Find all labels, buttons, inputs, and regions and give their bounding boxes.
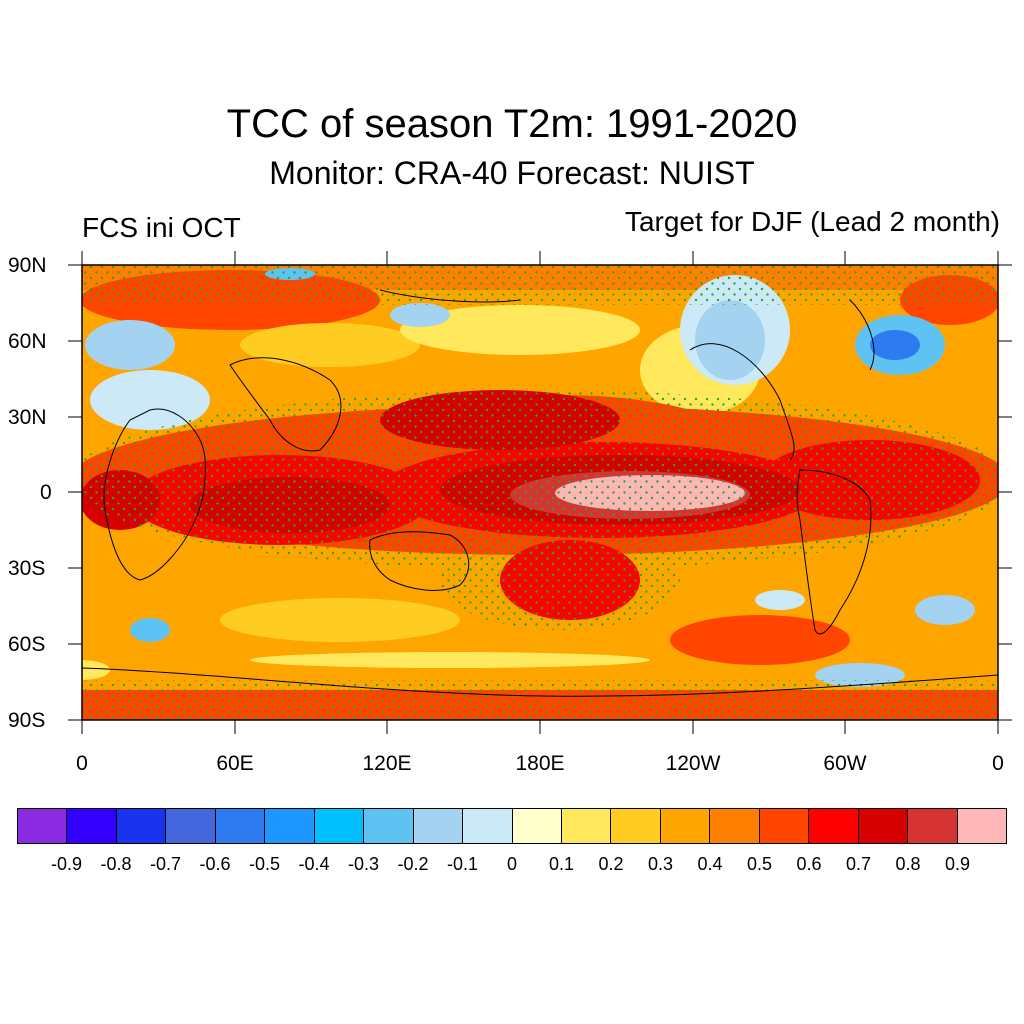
lon-label-180e: 180E	[515, 752, 565, 775]
target-label: Target for DJF (Lead 2 month)	[624, 206, 1000, 237]
colorbar-swatch	[512, 809, 562, 843]
colorbar-label: -0.3	[347, 854, 380, 874]
colorbar-label: 0.7	[845, 854, 872, 874]
coastlines	[82, 289, 998, 697]
lon-label-60e: 60E	[216, 752, 254, 775]
colorbar-label: -0.9	[50, 854, 83, 874]
colorbar-swatch	[166, 809, 216, 843]
chart-title: TCC of season T2m: 1991-2020	[226, 102, 798, 146]
colorbar-swatch	[413, 809, 464, 843]
lat-label-30s: 30S	[8, 557, 46, 580]
colorbar-label: 0	[506, 854, 518, 874]
colorbar-swatch	[809, 809, 859, 843]
colorbar-swatch	[67, 809, 117, 843]
map-field	[82, 265, 998, 720]
colorbar-swatch	[561, 809, 612, 843]
colorbar-label: -0.8	[100, 854, 132, 874]
colorbar-swatch	[265, 809, 315, 843]
lat-label-60s: 60S	[8, 633, 46, 656]
lat-label-60n: 60N	[8, 330, 47, 353]
lat-label-90s: 90S	[8, 709, 46, 732]
colorbar-label: -0.7	[149, 854, 182, 874]
colorbar-swatch	[908, 809, 958, 843]
lat-ticks	[68, 264, 1012, 721]
colorbar-swatch	[710, 809, 760, 843]
colorbar-swatch	[314, 809, 365, 843]
colorbar-swatch	[18, 809, 68, 843]
colorbar-swatch	[611, 809, 661, 843]
chart-subtitle: Monitor: CRA-40 Forecast: NUIST	[269, 155, 755, 191]
colorbar-swatch	[463, 809, 513, 843]
lat-label-30n: 30N	[8, 406, 47, 429]
initialization-label: FCS ini OCT	[82, 212, 241, 243]
lon-label-120w: 120W	[665, 752, 721, 775]
colorbar-label: 0.5	[746, 854, 773, 874]
colorbar-label: 0.8	[895, 854, 921, 874]
colorbar-label: 0.2	[598, 854, 624, 874]
lon-label-60w: 60W	[823, 752, 867, 775]
colorbar-swatch	[660, 809, 711, 843]
colorbar-label: -0.2	[397, 854, 429, 874]
lat-label-0: 0	[40, 481, 52, 504]
colorbar-swatch	[215, 809, 266, 843]
lon-label-0-east: 0	[992, 752, 1004, 775]
lon-label-0: 0	[76, 752, 88, 775]
colorbar-label: -0.5	[248, 854, 281, 874]
colorbar-swatch	[364, 809, 414, 843]
colorbar-swatch	[957, 809, 1007, 843]
colorbar-swatch	[116, 809, 167, 843]
colorbar-label: -0.4	[298, 854, 330, 874]
lon-ticks	[81, 251, 999, 734]
colorbar-label: 0.9	[944, 854, 971, 874]
colorbar-label: 0.6	[796, 854, 822, 874]
colorbar-swatch	[759, 809, 810, 843]
lat-label-90n: 90N	[8, 254, 47, 277]
lon-label-120e: 120E	[362, 752, 412, 775]
colorbar-label: -0.6	[199, 854, 231, 874]
colorbar	[17, 808, 1007, 844]
colorbar-swatch	[858, 809, 909, 843]
colorbar-label: 0.1	[548, 854, 575, 874]
colorbar-label: 0.3	[647, 854, 674, 874]
colorbar-label: 0.4	[697, 854, 723, 874]
colorbar-label: -0.1	[446, 854, 479, 874]
